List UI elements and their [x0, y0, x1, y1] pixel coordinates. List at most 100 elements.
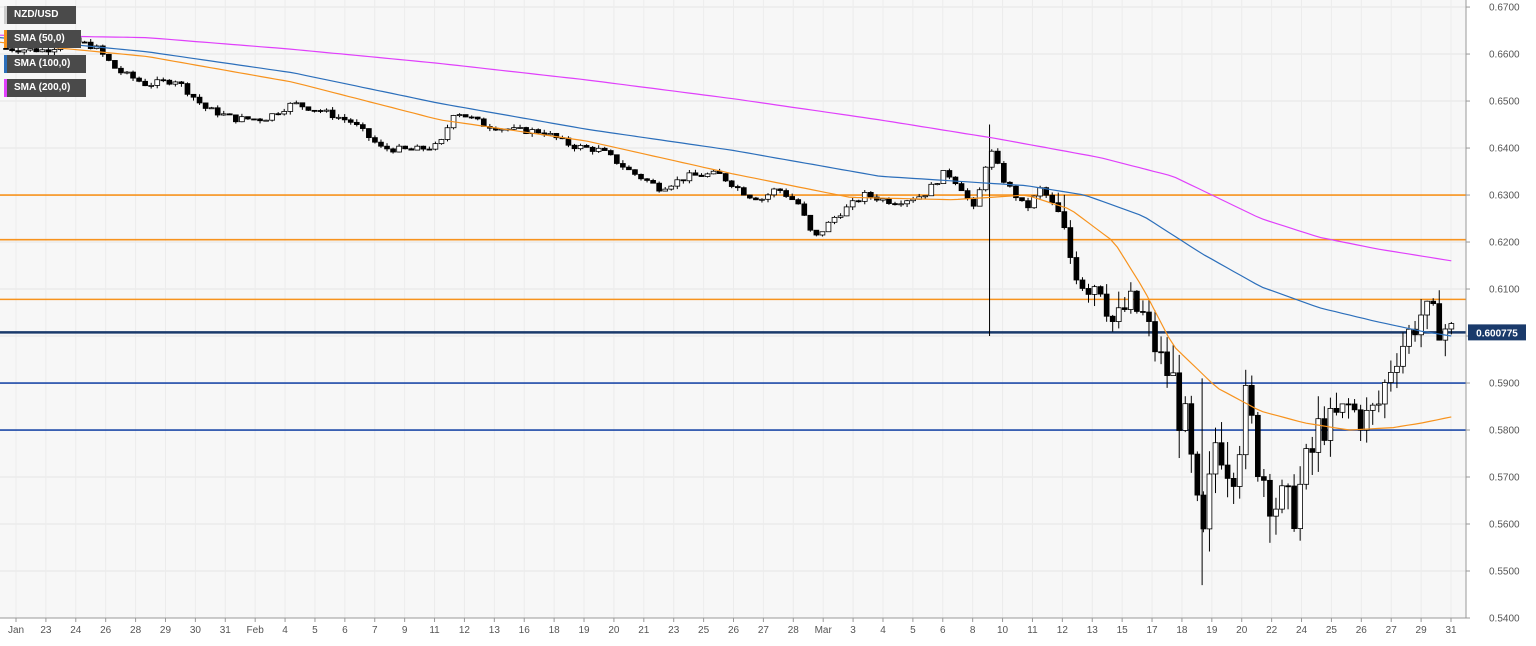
- x-tick-label: 12: [1057, 625, 1069, 636]
- legend-sma200[interactable]: SMA (200,0): [4, 79, 86, 97]
- x-tick-label: 26: [1356, 625, 1368, 636]
- candle-body: [281, 111, 288, 115]
- candle-body: [275, 113, 281, 116]
- candle-body: [366, 128, 372, 139]
- candle-body: [1242, 385, 1249, 456]
- candle-body: [1248, 385, 1255, 416]
- candle-body: [1091, 286, 1098, 295]
- candle-body: [620, 163, 626, 168]
- x-tick-label: 4: [880, 625, 886, 636]
- y-tick-label: 0.5700: [1489, 473, 1520, 484]
- candle-body: [819, 231, 826, 236]
- candle-body: [982, 166, 989, 191]
- x-tick-label: 18: [549, 625, 561, 636]
- candle-body: [728, 180, 735, 187]
- y-tick-label: 0.5600: [1489, 520, 1520, 531]
- x-tick-label: 27: [758, 625, 770, 636]
- x-tick-label: 6: [940, 625, 946, 636]
- candle-body: [257, 118, 263, 122]
- candle-body: [1303, 448, 1310, 485]
- candle-body: [1103, 293, 1110, 317]
- candle-body: [1236, 454, 1243, 487]
- candle-body: [1073, 257, 1080, 281]
- y-tick-label: 0.5900: [1489, 379, 1520, 390]
- y-tick-label: 0.6300: [1489, 191, 1520, 202]
- candle-body: [867, 192, 874, 198]
- candle-body: [1448, 323, 1455, 330]
- candle-body: [1097, 286, 1104, 295]
- x-tick-label: 17: [1146, 625, 1158, 636]
- candle-body: [1363, 409, 1370, 431]
- legend-sma100[interactable]: SMA (100,0): [4, 55, 86, 73]
- x-tick-label: 5: [312, 625, 318, 636]
- candle-body: [1381, 382, 1388, 405]
- candle-body: [601, 147, 608, 151]
- candle-body: [734, 186, 741, 189]
- candle-body: [571, 144, 578, 150]
- candle-body: [837, 215, 844, 218]
- candle-body: [777, 188, 783, 191]
- candle-body: [378, 141, 384, 147]
- candle-body: [172, 81, 179, 85]
- y-tick-label: 0.6100: [1489, 285, 1520, 296]
- candle-body: [1176, 372, 1183, 431]
- candle-body: [45, 49, 52, 53]
- candle-body: [335, 116, 342, 119]
- candle-body: [1297, 483, 1303, 529]
- candle-body: [118, 67, 124, 74]
- candle-body: [1152, 321, 1158, 353]
- legend-label-sma100: SMA (100,0): [14, 58, 71, 69]
- candle-body: [928, 183, 935, 197]
- x-tick-label: 19: [1206, 625, 1218, 636]
- x-tick-label: 25: [1326, 625, 1338, 636]
- candle-body: [160, 79, 167, 82]
- y-tick-label: 0.6700: [1489, 3, 1520, 14]
- candle-body: [765, 194, 771, 200]
- candle-body: [202, 102, 209, 109]
- candle-body: [1279, 485, 1285, 510]
- x-tick-label: 19: [578, 625, 590, 636]
- candle-body: [1327, 408, 1334, 441]
- x-tick-label: 27: [1386, 625, 1398, 636]
- x-tick-label: 29: [1416, 625, 1428, 636]
- candle-body: [1230, 478, 1237, 487]
- candle-body: [1067, 227, 1074, 258]
- candle-body: [402, 145, 408, 150]
- legend-swatch-sma100: [4, 55, 7, 73]
- candle-body: [650, 180, 656, 184]
- candle-body: [934, 183, 941, 186]
- candle-body: [843, 206, 850, 217]
- legend-sma50[interactable]: SMA (50,0): [4, 30, 81, 48]
- candle-body: [892, 203, 898, 206]
- candle-body: [51, 49, 58, 53]
- legend-nzdusd[interactable]: NZD/USD: [4, 6, 76, 24]
- candle-body: [692, 172, 699, 176]
- candle-body: [813, 229, 820, 236]
- x-tick-label: 23: [668, 625, 680, 636]
- candle-body: [1025, 200, 1031, 209]
- x-tick-label: Jan: [8, 625, 24, 636]
- candle-body: [1043, 187, 1049, 196]
- candle-body: [898, 203, 904, 206]
- x-tick-label: 26: [100, 625, 112, 636]
- candle-body: [535, 129, 542, 134]
- candle-body: [208, 107, 215, 110]
- x-tick-label: 26: [728, 625, 740, 636]
- candle-body: [747, 194, 753, 199]
- candle-body: [263, 119, 269, 122]
- candle-body: [299, 102, 306, 108]
- x-tick-label: 29: [160, 625, 172, 636]
- candle-body: [1333, 408, 1340, 413]
- candle-body: [1315, 418, 1322, 453]
- x-tick-label: 22: [1266, 625, 1278, 636]
- candle-body: [1194, 453, 1201, 496]
- candle-body: [426, 148, 433, 151]
- candle-body: [9, 48, 15, 52]
- candle-body: [353, 121, 360, 126]
- x-tick-label: 24: [1296, 625, 1308, 636]
- candle-body: [384, 145, 390, 150]
- legend-swatch-price: [4, 6, 7, 24]
- x-tick-label: 7: [372, 625, 378, 636]
- candle-body: [1291, 485, 1297, 529]
- candle-body: [468, 116, 475, 119]
